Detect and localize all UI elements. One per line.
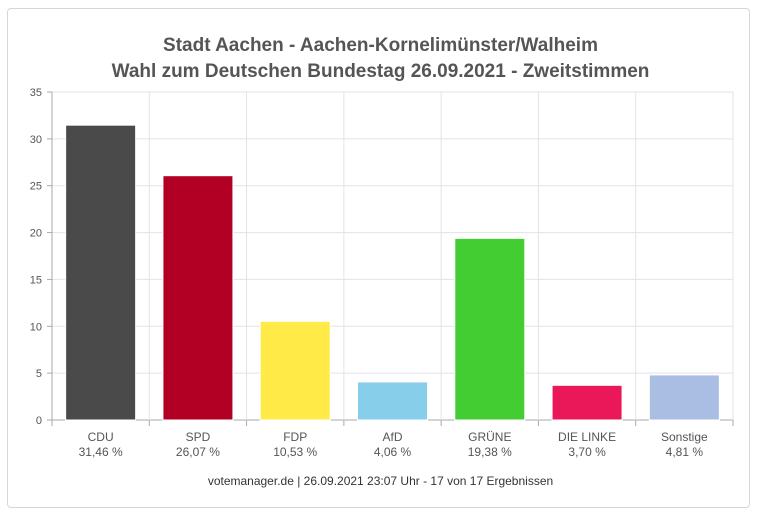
- chart-footer: votemanager.de | 26.09.2021 23:07 Uhr - …: [207, 474, 554, 488]
- bar-afd[interactable]: [357, 381, 428, 421]
- y-tick-label: 15: [30, 274, 42, 286]
- chart-title: Stadt Aachen - Aachen-Kornelimünster/Wal…: [163, 35, 598, 56]
- x-category-label: GRÜNE: [468, 430, 511, 444]
- x-category-label: Sonstige: [661, 430, 708, 444]
- y-tick-label: 10: [30, 321, 42, 333]
- y-tick-label: 30: [30, 134, 42, 146]
- x-value-label: 3,70 %: [568, 445, 606, 459]
- bar-die-linke[interactable]: [551, 384, 623, 421]
- bar-sonstige[interactable]: [648, 374, 720, 421]
- y-tick-label: 25: [30, 181, 42, 193]
- x-value-label: 4,81 %: [666, 445, 704, 459]
- y-tick-label: 35: [30, 87, 42, 99]
- x-category-label: DIE LINKE: [558, 430, 616, 444]
- y-tick-label: 20: [30, 228, 42, 240]
- x-value-label: 31,46 %: [79, 445, 123, 459]
- bar-fdp[interactable]: [259, 320, 331, 421]
- x-category-label: SPD: [186, 430, 211, 444]
- x-category-label: CDU: [88, 430, 114, 444]
- y-axis: 0 5 10 15 20 25 30 35: [30, 87, 52, 427]
- chart-subtitle: Wahl zum Deutschen Bundestag 26.09.2021 …: [111, 61, 650, 82]
- x-value-label: 10,53 %: [273, 445, 317, 459]
- x-value-label: 19,38 %: [468, 445, 512, 459]
- grid-lines: [51, 91, 734, 421]
- bar-cdu[interactable]: [65, 124, 137, 421]
- bars: [65, 124, 720, 421]
- bar-grüne[interactable]: [454, 237, 526, 421]
- bar-spd[interactable]: [162, 175, 234, 421]
- x-value-label: 26,07 %: [176, 445, 220, 459]
- x-value-label: 4,06 %: [374, 445, 412, 459]
- y-tick-label: 0: [36, 415, 42, 427]
- x-category-label: AfD: [382, 430, 402, 444]
- x-category-label: FDP: [283, 430, 307, 444]
- y-tick-label: 5: [36, 368, 42, 380]
